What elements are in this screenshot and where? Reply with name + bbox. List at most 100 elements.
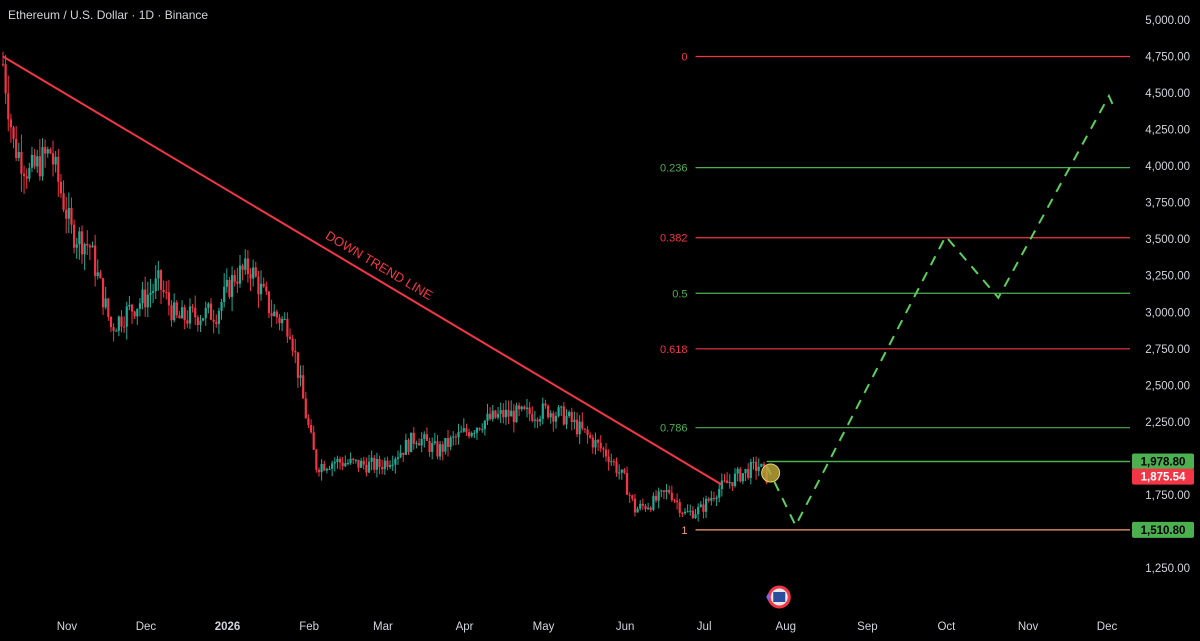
candle-body xyxy=(33,154,36,167)
current-price-circle[interactable] xyxy=(761,463,781,483)
candle-body xyxy=(165,292,168,294)
price-tick-label: 4,250.00 xyxy=(1145,125,1190,137)
candle-body xyxy=(328,468,331,470)
candle-body xyxy=(528,407,531,415)
candle-body xyxy=(478,428,481,430)
candle-body xyxy=(83,244,86,255)
candle-body xyxy=(246,258,249,275)
candle-body xyxy=(320,463,323,473)
price-tag-label: 1,510.80 xyxy=(1141,525,1186,537)
candle-body xyxy=(315,449,318,470)
candle-body xyxy=(415,443,418,445)
candle-body xyxy=(475,428,479,433)
down-trend-line[interactable] xyxy=(2,55,723,486)
candle-body xyxy=(536,419,539,422)
candle-body xyxy=(96,272,99,276)
candle-body xyxy=(220,302,223,311)
candle-body xyxy=(323,463,326,471)
candle-body xyxy=(4,64,7,94)
sparkle-icon xyxy=(766,593,771,601)
candle-body xyxy=(399,452,402,458)
candle-body xyxy=(22,173,26,177)
candle-body xyxy=(446,437,450,447)
candle-body xyxy=(278,317,281,324)
candle-body xyxy=(381,467,384,470)
candle-body xyxy=(378,459,381,468)
fib-retracement: 0 0.236 0.382 0.5 0.618 0.786 1 xyxy=(660,52,1130,537)
fib-level-label: 0.786 xyxy=(660,423,688,435)
candle-body xyxy=(686,511,689,513)
candle-body xyxy=(596,440,600,443)
candle-body xyxy=(309,424,313,433)
price-tick-label: 2,500.00 xyxy=(1145,380,1190,392)
candle-body xyxy=(354,459,357,461)
candle-body xyxy=(396,457,400,459)
candle-body xyxy=(7,93,10,120)
candle-body xyxy=(707,498,710,501)
candle-body xyxy=(689,510,692,512)
time-tick-label: May xyxy=(533,621,555,633)
candle-body xyxy=(639,503,642,509)
chart-title: Ethereum / U.S. Dollar · 1D · Binance xyxy=(8,8,209,22)
price-tag: 1,875.54 xyxy=(1132,468,1194,485)
fib-level-label: 1 xyxy=(681,525,687,537)
candle-body xyxy=(439,444,442,457)
candle-body xyxy=(199,320,202,325)
candle-body xyxy=(12,127,15,139)
candle-body xyxy=(159,270,163,290)
candle-body xyxy=(62,193,65,210)
candle-body xyxy=(541,403,544,419)
candle-body xyxy=(631,495,634,499)
candle-body xyxy=(238,265,242,284)
candle-body xyxy=(436,441,439,457)
candle-body xyxy=(188,306,192,324)
candle-body xyxy=(146,294,149,308)
candle-body xyxy=(623,469,626,474)
candle-body xyxy=(402,452,405,455)
candle-body xyxy=(728,482,731,484)
candle-body xyxy=(288,336,292,339)
candle-body xyxy=(230,275,234,297)
candle-body xyxy=(67,207,70,219)
price-tick-label: 1,250.00 xyxy=(1145,563,1190,575)
candle-body xyxy=(125,306,128,327)
candle-body xyxy=(136,308,139,317)
candle-body xyxy=(254,267,257,277)
candle-body xyxy=(175,302,178,316)
time-tick-label: Sep xyxy=(857,621,877,633)
candle-body xyxy=(291,338,294,351)
candle-body xyxy=(151,291,155,293)
time-tick-label: Nov xyxy=(1018,621,1039,633)
candle-body xyxy=(660,490,663,492)
price-tag-label: 1,978.80 xyxy=(1141,456,1186,468)
price-tick-label: 5,000.00 xyxy=(1145,15,1190,27)
fib-level-label: 0.5 xyxy=(672,288,687,300)
candle-body xyxy=(557,407,560,417)
candle-body xyxy=(683,511,687,514)
time-tick-label: 2026 xyxy=(215,621,241,633)
price-tick-label: 4,000.00 xyxy=(1145,161,1190,173)
candle-body xyxy=(583,428,587,430)
candle-body xyxy=(383,460,386,470)
candle-body xyxy=(228,279,231,297)
candle-body xyxy=(65,209,68,219)
trendline-group: DOWN TREND LINE xyxy=(2,55,723,486)
candle-body xyxy=(94,245,97,276)
projection-path[interactable] xyxy=(765,93,1116,528)
candle-body xyxy=(144,289,147,308)
candle-body xyxy=(57,156,60,182)
candle-body xyxy=(36,156,39,167)
candle-body xyxy=(462,428,465,432)
candle-body xyxy=(460,431,463,433)
price-tick-label: 3,750.00 xyxy=(1145,198,1190,210)
candle-body xyxy=(733,473,737,487)
candle-body xyxy=(539,418,542,422)
candle-body xyxy=(546,405,550,418)
time-tick-label: Mar xyxy=(373,621,393,633)
candle-body xyxy=(194,307,197,318)
candle-body xyxy=(518,405,521,410)
time-tick-label: Jun xyxy=(616,621,635,633)
price-tag-bg xyxy=(1132,521,1194,538)
candle-body xyxy=(233,275,236,282)
